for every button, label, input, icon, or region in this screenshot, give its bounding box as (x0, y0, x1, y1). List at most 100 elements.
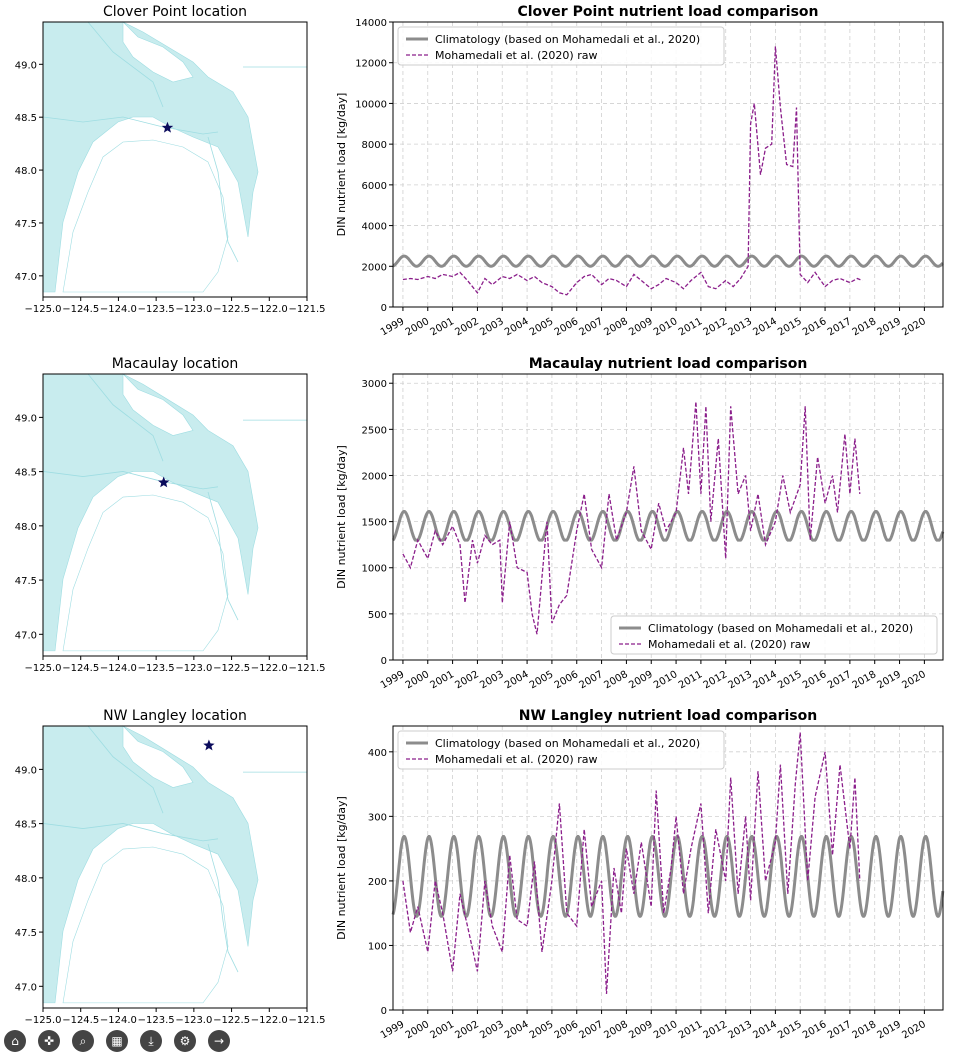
xtick-label: 2007 (578, 316, 606, 338)
xtick-label: 2016 (801, 1019, 829, 1041)
map-ytick-label: 48.5 (15, 113, 37, 124)
land-peninsula (62, 846, 229, 1004)
xtick-label: 2001 (429, 669, 457, 691)
xtick-label: 2016 (801, 316, 829, 338)
map-ytick-label: 48.5 (15, 468, 37, 479)
xtick-label: 2014 (751, 316, 779, 338)
xtick-label: 2004 (503, 316, 531, 338)
chart-title: Clover Point nutrient load comparison (517, 4, 818, 20)
home-icon[interactable]: ⌂ (4, 1030, 26, 1052)
xtick-label: 2010 (652, 316, 680, 338)
xtick-label: 2015 (776, 316, 804, 338)
ytick-label: 300 (368, 812, 387, 823)
xtick-label: 2018 (851, 669, 879, 691)
land-peninsula (62, 139, 229, 293)
series-raw-line (402, 46, 863, 296)
ytick-label: 400 (368, 748, 387, 759)
xtick-label: 2005 (528, 1019, 556, 1041)
plot-toolbar: ⌂ ✜ ⌕ ▦ ⤓ ⚙ → (0, 1026, 260, 1052)
map-ytick-label: 47.5 (15, 576, 37, 587)
map-ytick-label: 48.0 (15, 874, 37, 885)
map-ytick-label: 47.0 (15, 272, 37, 283)
map-ytick-label: 48.5 (15, 820, 37, 831)
land-island (122, 373, 194, 436)
ytick-label: 500 (368, 610, 387, 621)
series-climatology-line (392, 254, 944, 268)
map-xtick-label: −123.5 (138, 1015, 175, 1026)
subplots-icon[interactable]: ▦ (106, 1030, 128, 1052)
xtick-label: 2003 (478, 1019, 506, 1041)
pan-icon[interactable]: ✜ (38, 1030, 60, 1052)
map-ytick-label: 47.5 (15, 928, 37, 939)
xtick-label: 2019 (876, 316, 904, 338)
legend-label-climatology: Climatology (based on Mohamedali et al.,… (435, 33, 700, 46)
ytick-label: 0 (381, 303, 387, 314)
series-raw-line (402, 732, 861, 994)
xtick-label: 2002 (453, 1019, 481, 1041)
map-xtick-label: −125.0 (24, 1015, 61, 1026)
channel-line (207, 843, 239, 973)
chart-panel-0: Clover Point nutrient load comparison 0 20… (335, 4, 944, 338)
coastline-group (42, 21, 307, 293)
map-xtick-label: −123.0 (175, 1015, 212, 1026)
map-xtick-label: −124.0 (100, 304, 137, 315)
map-frame (42, 725, 308, 1009)
xtick-label: 2000 (404, 1019, 432, 1041)
map-frame (42, 21, 308, 298)
xtick-label: 2013 (727, 669, 755, 691)
xtick-label: 2013 (727, 1019, 755, 1041)
y-axis-label: DIN nutrient load [kg/day] (335, 796, 348, 940)
channel-line (207, 491, 239, 621)
chart-frame (392, 725, 944, 1011)
xtick-label: 2002 (453, 316, 481, 338)
channel-line (87, 725, 164, 814)
forward-icon[interactable]: → (208, 1030, 230, 1052)
map-ytick-label: 47.0 (15, 982, 37, 993)
map-ytick-label: 48.0 (15, 166, 37, 177)
land-island (122, 725, 194, 788)
map-ytick-label: 47.0 (15, 630, 37, 641)
map-xtick-label: −122.5 (213, 1015, 250, 1026)
xtick-label: 2019 (876, 669, 904, 691)
xtick-label: 2001 (429, 316, 457, 338)
ytick-label: 3000 (362, 379, 387, 390)
land-island (122, 21, 194, 83)
map-ytick-label: 49.0 (15, 765, 37, 776)
coastline-group (42, 373, 307, 652)
xtick-label: 2005 (528, 669, 556, 691)
xtick-label: 2014 (751, 1019, 779, 1041)
map-panel-2: NW Langley location−125.0 −124.5 −124.0 −12… (15, 708, 326, 1026)
xtick-label: 2010 (652, 1019, 680, 1041)
xtick-label: 2009 (627, 316, 655, 338)
y-axis-label: DIN nutrient load [kg/day] (335, 445, 348, 589)
y-axis-label: DIN nutrient load [kg/day] (335, 93, 348, 237)
channel-line (87, 373, 164, 462)
map-xtick-label: −124.5 (62, 304, 99, 315)
xtick-label: 2009 (627, 669, 655, 691)
xtick-label: 2008 (602, 316, 630, 338)
xtick-label: 2013 (727, 316, 755, 338)
series-raw-line (402, 401, 861, 635)
xtick-label: 2004 (503, 669, 531, 691)
ytick-label: 0 (381, 1006, 387, 1017)
ytick-label: 1000 (362, 564, 387, 575)
map-ytick-label: 49.0 (15, 60, 37, 71)
xtick-label: 2017 (826, 1019, 854, 1041)
chart-title: Macaulay nutrient load comparison (529, 356, 808, 372)
ytick-label: 2500 (362, 425, 387, 436)
zoom-icon[interactable]: ⌕ (72, 1030, 94, 1052)
save-icon[interactable]: ⤓ (140, 1030, 162, 1052)
xtick-label: 2007 (578, 1019, 606, 1041)
water-area (42, 373, 259, 652)
xtick-label: 2009 (627, 1019, 655, 1041)
settings-icon[interactable]: ⚙ (174, 1030, 196, 1052)
xtick-label: 2011 (677, 316, 705, 338)
map-xtick-label: −122.5 (213, 663, 250, 674)
map-panel-1: Macaulay location−125.0 −124.5 −124.0 −123.… (15, 356, 326, 674)
ytick-label: 100 (368, 941, 387, 952)
map-xtick-label: −121.5 (288, 1015, 325, 1026)
ytick-label: 10000 (355, 99, 387, 110)
xtick-label: 2011 (677, 669, 705, 691)
xtick-label: 2003 (478, 669, 506, 691)
xtick-label: 2002 (453, 669, 481, 691)
